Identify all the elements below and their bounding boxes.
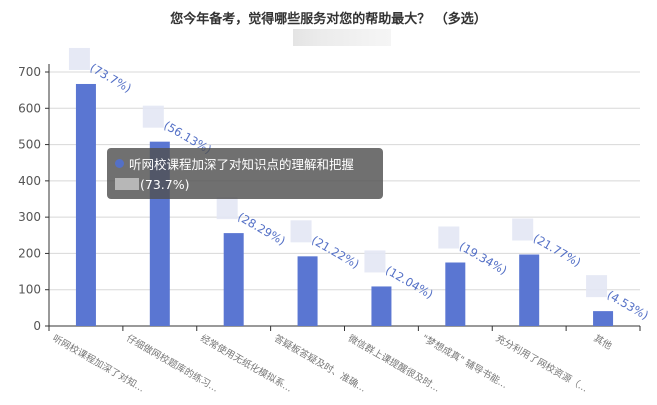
category-label: 其他 bbox=[592, 332, 615, 352]
bar bbox=[593, 311, 614, 326]
y-tick-label: 0 bbox=[33, 319, 41, 333]
redacted-count bbox=[142, 105, 164, 128]
bar bbox=[519, 254, 540, 326]
y-tick-label: 200 bbox=[18, 246, 41, 260]
y-tick-label: 500 bbox=[18, 138, 41, 152]
redacted-count bbox=[438, 226, 460, 249]
bar bbox=[223, 233, 244, 326]
y-tick-label: 300 bbox=[18, 210, 41, 224]
category-label: 充分利用了网校资源（... bbox=[494, 332, 590, 394]
redacted-count bbox=[290, 220, 312, 243]
chart-title: 您今年备考，觉得哪些服务对您的帮助最大？ （多选） bbox=[170, 12, 487, 27]
bar bbox=[445, 262, 466, 326]
y-tick-label: 600 bbox=[18, 101, 41, 115]
redacted-subtitle bbox=[293, 29, 391, 46]
redacted-count bbox=[586, 275, 608, 298]
bar bbox=[75, 83, 96, 326]
y-tick-label: 400 bbox=[18, 174, 41, 188]
y-tick-label: 700 bbox=[18, 65, 41, 79]
bar bbox=[371, 286, 392, 326]
redacted-count bbox=[216, 197, 238, 220]
tooltip-value: (73.7%) bbox=[140, 176, 190, 192]
redacted-count bbox=[364, 250, 386, 273]
redacted-count bbox=[68, 47, 90, 70]
bar bbox=[297, 256, 318, 326]
redacted-value bbox=[115, 178, 139, 190]
series-dot-icon bbox=[115, 158, 124, 168]
tooltip: 听网校课程加深了对知识点的理解和把握 (73.7%) bbox=[107, 148, 383, 199]
y-tick-label: 100 bbox=[18, 283, 41, 297]
tooltip-series-label: 听网校课程加深了对知识点的理解和把握 bbox=[129, 156, 355, 172]
redacted-count bbox=[512, 218, 534, 241]
